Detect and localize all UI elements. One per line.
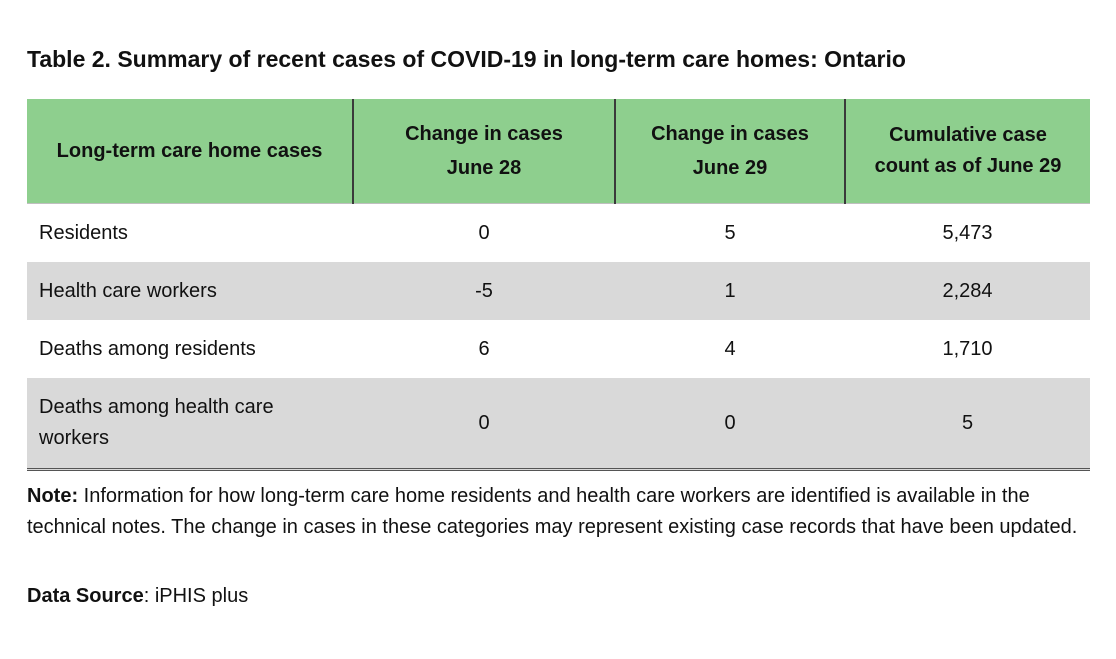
summary-table: Long-term care home cases Change in case… bbox=[27, 99, 1090, 471]
header-change-june-28-line2: June 28 bbox=[446, 157, 522, 179]
cell-cumulative: 2,284 bbox=[845, 262, 1090, 320]
cell-cumulative: 1,710 bbox=[942, 337, 993, 360]
cell-change-june-28: 0 bbox=[353, 378, 615, 471]
data-source-label: Data Source bbox=[27, 585, 144, 607]
row-label: Residents bbox=[27, 203, 353, 262]
header-ltc-cases-label: Long-term care home cases bbox=[56, 140, 323, 162]
row-label: Deaths among health care workers bbox=[27, 378, 353, 471]
table-row: Deaths among health care workers 0 0 5 bbox=[27, 378, 1090, 471]
header-change-june-28-line1: Change in cases bbox=[405, 123, 563, 145]
cell-change-june-29: 5 bbox=[615, 203, 845, 262]
header-row: Long-term care home cases Change in case… bbox=[27, 99, 1090, 204]
header-change-june-28: Change in cases June 28 bbox=[352, 99, 615, 204]
header-cumulative-line1: Cumulative case bbox=[889, 124, 1047, 146]
row-label: Deaths among residents bbox=[39, 337, 256, 360]
cell-cumulative: 5 bbox=[845, 378, 1090, 471]
table-row: Residents 0 5 5,473 bbox=[27, 203, 1090, 262]
cell-change-june-29: 4 bbox=[724, 337, 736, 360]
row-label: Health care workers bbox=[27, 262, 353, 320]
note-label: Note: bbox=[27, 485, 79, 507]
table-title: Table 2. Summary of recent cases of COVI… bbox=[27, 46, 906, 72]
cell-cumulative: 5,473 bbox=[845, 203, 1090, 262]
table-header: Long-term care home cases Change in case… bbox=[27, 99, 1090, 204]
header-change-june-29: Change in cases June 29 bbox=[614, 99, 845, 204]
table-row: Deaths among residents 6 4 1,710 bbox=[27, 320, 1090, 378]
data-source-text: : iPHIS plus bbox=[143, 585, 249, 607]
table-row: Health care workers -5 1 2,284 bbox=[27, 262, 1090, 320]
note-text: Information for how long-term care home … bbox=[27, 485, 1078, 538]
header-cumulative-line2: count as of June 29 bbox=[874, 155, 1062, 177]
cell-change-june-29: 1 bbox=[615, 262, 845, 320]
cell-change-june-29: 0 bbox=[615, 378, 845, 471]
data-source: Data Source: iPHIS plus bbox=[27, 581, 248, 612]
cell-change-june-28: 0 bbox=[353, 203, 615, 262]
table-body: Residents 0 5 5,473 Health care workers … bbox=[27, 203, 1090, 471]
cell-change-june-28: 6 bbox=[478, 337, 490, 360]
header-cumulative: Cumulative case count as of June 29 bbox=[844, 99, 1090, 204]
header-ltc-cases: Long-term care home cases bbox=[27, 99, 353, 204]
header-change-june-29-line1: Change in cases bbox=[651, 123, 809, 145]
cell-change-june-28: -5 bbox=[353, 262, 615, 320]
header-change-june-29-line2: June 29 bbox=[692, 157, 768, 179]
table-note: Note: Information for how long-term care… bbox=[27, 481, 1097, 543]
